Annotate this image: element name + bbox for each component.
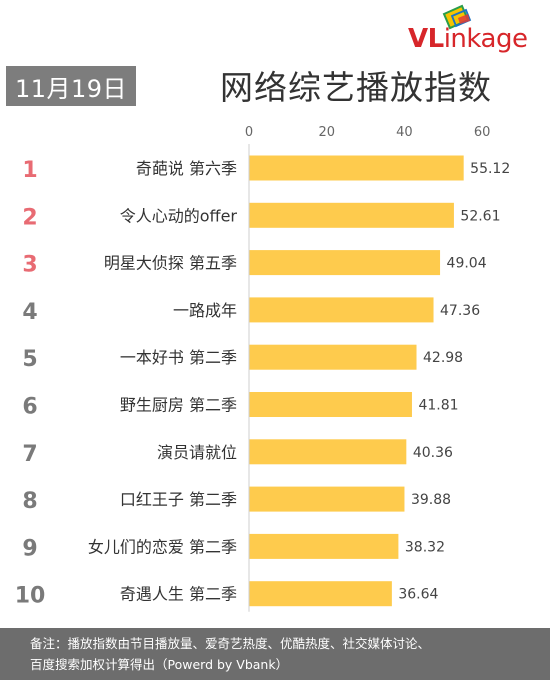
- bar-value-label: 49.04: [447, 256, 487, 272]
- bar-value-label: 38.32: [405, 539, 445, 555]
- bar-chart: 0 20 40 60 55.12 奇葩说 第六季 1 52.61 令人心动的offer 2 49.0…: [15, 125, 510, 612]
- rank-number: 7: [22, 442, 37, 467]
- bar-value-label: 55.12: [470, 161, 510, 177]
- x-tick-label: 0: [245, 125, 253, 140]
- bar-value-label: 47.36: [440, 303, 480, 319]
- category-label: 野生厨房 第二季: [120, 396, 237, 415]
- rank-number: 2: [22, 205, 37, 230]
- category-label: 一路成年: [173, 301, 237, 320]
- rank-number: 8: [22, 489, 37, 514]
- bar: [249, 439, 407, 465]
- footnote-line-1: 备注：播放指数由节目播放量、爱奇艺热度、优酷热度、社交媒体讨论、: [30, 636, 431, 651]
- bar: [249, 344, 417, 370]
- x-tick-label: 40: [396, 125, 413, 140]
- bar-value-label: 52.61: [460, 208, 500, 224]
- bar-value-label: 42.98: [423, 350, 463, 366]
- footnote: 备注：播放指数由节目播放量、爱奇艺热度、优酷热度、社交媒体讨论、 百度搜索加权计…: [0, 628, 550, 680]
- rank-number: 5: [22, 347, 37, 372]
- bar: [249, 202, 454, 228]
- rank-number: 9: [22, 536, 37, 561]
- footnote-line-2: 百度搜索加权计算得出（Powerd by Vbank）: [30, 657, 289, 672]
- rank-number: 1: [22, 158, 37, 183]
- category-label: 女儿们的恋爱 第二季: [88, 537, 237, 556]
- rank-number: 10: [15, 584, 46, 609]
- bar: [249, 392, 412, 417]
- bar: [249, 250, 441, 276]
- bar: [249, 581, 392, 607]
- bar-value-label: 40.36: [413, 445, 453, 461]
- bar: [249, 155, 464, 181]
- bar-value-label: 36.64: [398, 587, 438, 603]
- bar: [249, 486, 405, 512]
- category-label: 奇葩说 第六季: [136, 159, 237, 178]
- x-tick-label: 60: [474, 125, 491, 140]
- category-label: 奇遇人生 第二季: [120, 585, 237, 604]
- x-tick-label: 20: [318, 125, 335, 140]
- category-label: 令人心动的offer: [120, 206, 238, 225]
- bar: [249, 297, 434, 323]
- category-label: 演员请就位: [157, 443, 237, 462]
- chart-title: 网络综艺播放指数: [220, 68, 492, 107]
- logo-text: VLinkage: [408, 24, 528, 54]
- rank-number: 3: [22, 253, 37, 278]
- category-label: 口红王子 第二季: [120, 490, 237, 509]
- bar-value-label: 41.81: [418, 398, 458, 414]
- vlinkage-logo: VLinkage: [402, 4, 542, 54]
- rank-number: 4: [22, 300, 37, 325]
- bar-value-label: 39.88: [411, 492, 451, 508]
- rank-number: 6: [22, 395, 37, 420]
- category-label: 一本好书 第二季: [120, 348, 237, 367]
- logo-mark-icon: [442, 4, 472, 30]
- date-badge: 11月19日: [6, 66, 136, 106]
- bar: [249, 533, 399, 559]
- category-label: 明星大侦探 第五季: [104, 254, 237, 273]
